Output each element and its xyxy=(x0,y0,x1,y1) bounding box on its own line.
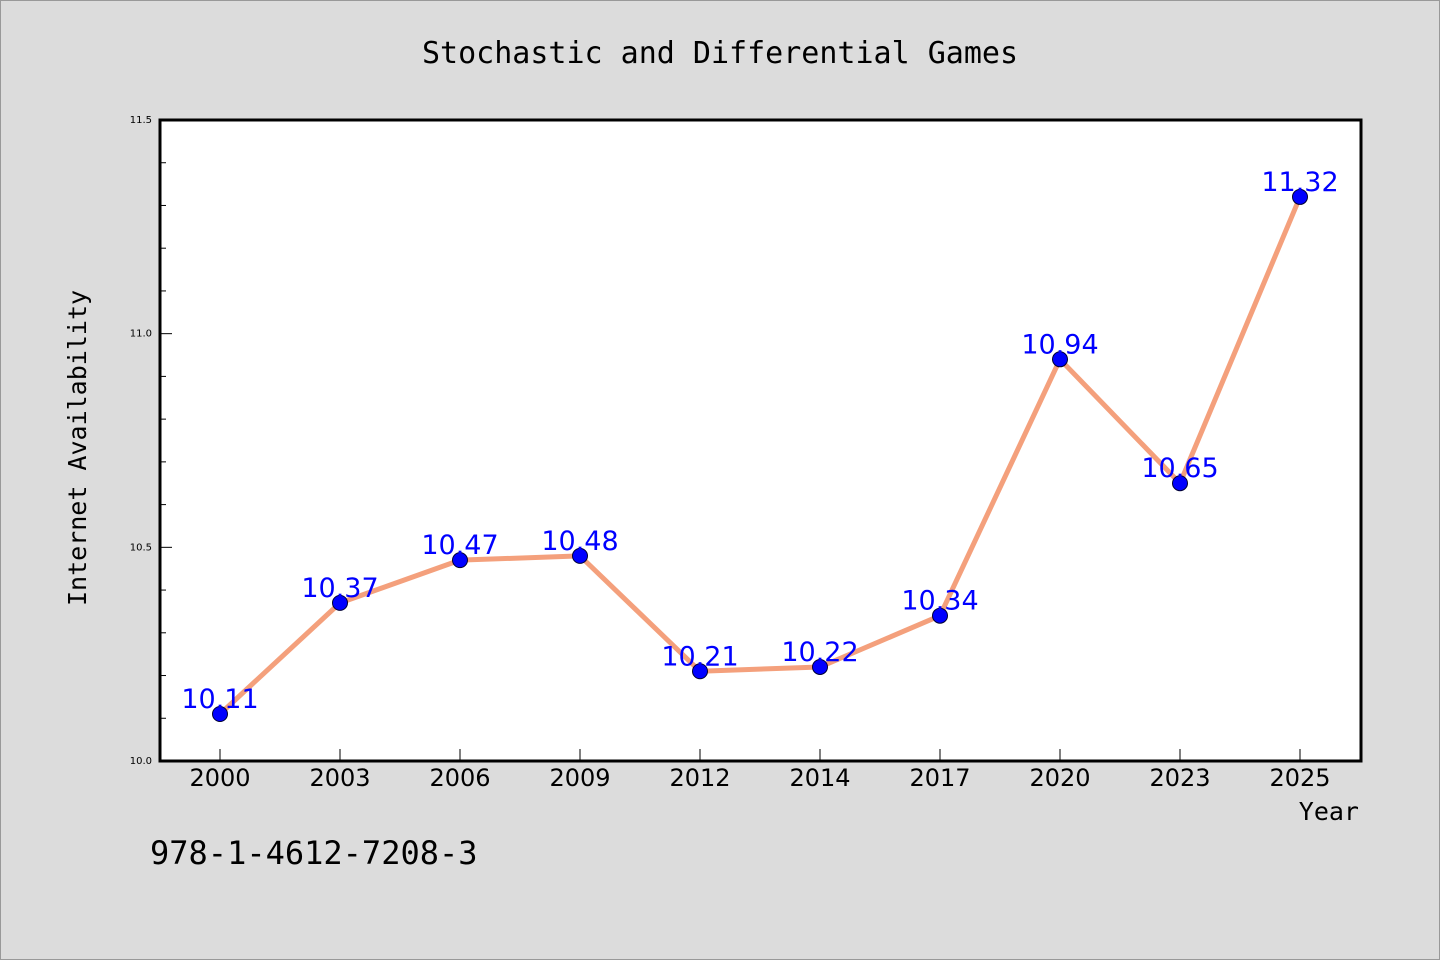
x-tick-label: 2000 xyxy=(189,764,250,792)
x-tick-label: 2014 xyxy=(789,764,850,792)
x-axis-ticks: 2000 2003 2006 2009 2012 2014 2017 2020 2023 2025 xyxy=(189,749,1331,792)
data-point xyxy=(1292,188,1308,205)
chart-title: Stochastic and Differential Games xyxy=(422,36,1018,71)
x-tick-label: 2006 xyxy=(429,764,490,792)
y-tick-label: 10.5 xyxy=(130,542,152,553)
y-axis-label: Internet Availability xyxy=(63,290,92,606)
x-tick-label: 2009 xyxy=(549,764,610,792)
plot-area xyxy=(158,118,1363,763)
x-tick-label: 2003 xyxy=(309,764,370,792)
x-tick-label: 2020 xyxy=(1029,764,1090,792)
x-tick-label: 2012 xyxy=(669,764,730,792)
series-line xyxy=(217,194,1303,717)
data-label: 11.32 xyxy=(1261,167,1338,198)
data-label: 10.21 xyxy=(661,641,738,672)
data-labels: 10.11 10.37 10.47 10.48 10.21 10.22 10.34 10.94… xyxy=(181,167,1338,715)
data-label: 10.47 xyxy=(421,530,498,561)
data-label: 10.48 xyxy=(541,526,618,557)
data-label: 10.65 xyxy=(1141,453,1218,484)
data-label: 10.22 xyxy=(781,637,858,668)
data-label: 10.94 xyxy=(1021,329,1098,360)
data-point xyxy=(812,658,828,675)
data-point xyxy=(332,594,348,611)
data-markers xyxy=(212,188,1308,722)
data-label: 10.37 xyxy=(301,573,378,604)
x-tick-label: 2017 xyxy=(909,764,970,792)
x-axis-label: Year xyxy=(1299,797,1359,826)
data-point xyxy=(932,607,948,624)
data-point xyxy=(572,547,588,564)
data-label: 10.34 xyxy=(901,586,978,617)
x-tick-label: 2023 xyxy=(1149,764,1210,792)
data-label: 10.11 xyxy=(181,684,258,715)
data-point xyxy=(452,552,468,569)
y-tick-label: 11.5 xyxy=(130,115,152,126)
y-tick-label: 11.0 xyxy=(130,329,152,340)
data-point xyxy=(1052,351,1068,368)
data-point xyxy=(692,663,708,680)
series-line-group xyxy=(217,194,1303,717)
y-tick-label: 10.0 xyxy=(130,756,152,767)
data-point xyxy=(212,705,228,722)
footer-isbn-text: 978-1-4612-7208-3 xyxy=(150,834,478,872)
data-point xyxy=(1172,475,1188,492)
y-axis-ticks: 10.0 10.5 11.0 11.5 xyxy=(130,115,172,767)
x-tick-label: 2025 xyxy=(1269,764,1330,792)
